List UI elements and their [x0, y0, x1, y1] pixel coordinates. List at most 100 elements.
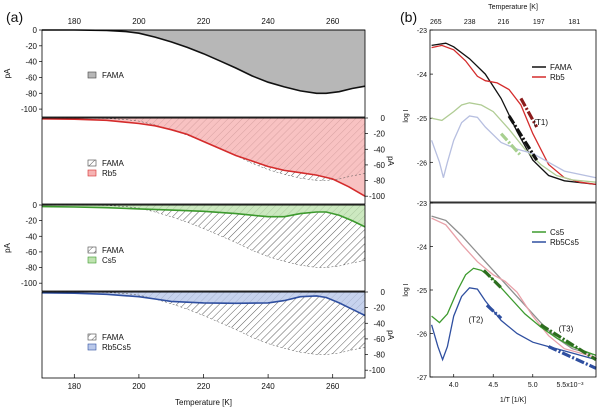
y-tick-label: -24	[417, 245, 427, 252]
y-tick-label: 0	[33, 201, 38, 210]
legend-swatch-Rb5	[87, 169, 97, 177]
fit-line	[482, 269, 503, 289]
y-tick-label: -80	[373, 351, 385, 360]
y-tick-label: 0	[33, 26, 38, 35]
legend-label-FAMA: FAMA	[102, 333, 124, 342]
area-fill-FAMA	[42, 30, 365, 94]
bottom-x-tick-label: 240	[261, 382, 275, 391]
y-tick-label: -24	[417, 72, 427, 79]
legend-swatch-FAMA	[87, 333, 97, 341]
plot-frame	[41, 204, 366, 292]
area-fill-Rb5Cs5	[42, 292, 365, 316]
y-axis-title: log I	[403, 283, 410, 296]
legend-label-FAMA: FAMA	[550, 63, 572, 72]
series-line-Cs5	[41, 205, 366, 228]
y-tick-label: -20	[373, 304, 385, 313]
reference-outline	[42, 204, 366, 268]
y-tick-label: -40	[373, 319, 385, 328]
series-line-FAMA	[431, 42, 597, 186]
top-temperature-tick-label: 197	[533, 19, 545, 26]
fit-line	[485, 304, 503, 320]
series-line-Rb5	[431, 44, 597, 186]
legend-swatch-FAMA	[87, 159, 97, 167]
top-x-tick-label: 240	[261, 17, 275, 26]
reference-outline	[42, 291, 366, 355]
y-tick-label: -60	[25, 73, 37, 82]
y-tick-label: -100	[21, 279, 38, 288]
y-tick-label: 0	[381, 288, 386, 297]
top-temperature-tick-label: 265	[430, 19, 442, 26]
y-tick-label: -26	[417, 160, 427, 167]
y-tick-label: -60	[373, 161, 385, 170]
legend-label-FAMA: FAMA	[102, 159, 124, 168]
panel-b: Temperature [K] 265 238 216 197 181 -23 -24 -25 -…	[403, 4, 597, 404]
plot-frame	[429, 202, 597, 378]
top-temperature-tick-label: 238	[464, 19, 476, 26]
y-tick-label: -23	[417, 28, 427, 35]
y-tick-label: -40	[373, 145, 385, 154]
bottom-x-tick-label: 4.0	[449, 382, 459, 389]
y-axis-title: pA	[3, 242, 12, 252]
y-tick-label: -25	[417, 116, 427, 123]
plot-frame	[41, 117, 366, 205]
plot-frame	[429, 29, 597, 203]
y-tick-label: -60	[373, 335, 385, 344]
y-tick-label: -27	[417, 375, 427, 382]
x-axis-title: Temperature [K]	[175, 398, 232, 407]
reference-hatch-area	[42, 205, 365, 268]
y-tick-label: -20	[25, 42, 37, 51]
legend-label-Rb5: Rb5	[102, 169, 117, 178]
legend-label-FAMA: FAMA	[102, 246, 124, 255]
y-tick-label: -25	[417, 288, 427, 295]
top-x-tick-label: 220	[197, 17, 211, 26]
legend-label-Cs5: Cs5	[550, 228, 565, 237]
y-tick-label: -26	[417, 332, 427, 339]
legend-label-Rb5Cs5: Rb5Cs5	[102, 343, 131, 352]
y-axis-title: pA	[386, 330, 395, 340]
annotation-label: (T2)	[469, 316, 484, 325]
y-tick-label: -80	[25, 264, 37, 273]
y-tick-label: -40	[25, 232, 37, 241]
top-temperature-tick-label: 181	[568, 19, 580, 26]
legend-swatch-Cs5	[87, 256, 97, 264]
series-line-Rb5	[41, 118, 366, 197]
series-line-Rb5Cs5	[430, 115, 597, 179]
bottom-x-tick-label: 220	[197, 382, 211, 391]
bottom-x-tick-label: 4.5	[488, 382, 498, 389]
top-temperature-tick-label: 216	[498, 19, 510, 26]
bottom-x-tick-label: 5.0	[528, 382, 538, 389]
fit-line	[539, 323, 597, 361]
legend-swatch-FAMA	[87, 71, 97, 79]
y-tick-label: -100	[369, 366, 386, 375]
series-line-Rb5Cs5	[430, 287, 597, 362]
y-tick-label: -23	[417, 201, 427, 208]
legend-label-Rb5Cs5: Rb5Cs5	[550, 238, 579, 247]
x-scale-label: 5.5x10⁻³	[556, 382, 584, 389]
y-tick-label: -80	[373, 177, 385, 186]
top-x-tick-label: 260	[326, 17, 340, 26]
plot-frame	[41, 29, 366, 118]
y-tick-label: -20	[25, 217, 37, 226]
fit-line	[547, 345, 597, 370]
top-axis-title: Temperature [K]	[488, 4, 538, 11]
fit-line	[499, 132, 523, 157]
series-line-Rb5Cs5	[41, 292, 366, 317]
y-tick-label: -60	[25, 248, 37, 257]
bottom-x-tick-label: 260	[326, 382, 340, 391]
fit-line	[519, 97, 539, 128]
series-line-Rb5	[431, 217, 597, 359]
y-tick-label: -20	[373, 130, 385, 139]
y-tick-label: -100	[21, 105, 38, 114]
fit-line	[507, 115, 539, 161]
y-tick-label: -100	[369, 192, 386, 201]
bottom-x-tick-label: 200	[132, 382, 146, 391]
panel-label-b: (b)	[400, 9, 417, 25]
annotation-label: (T1)	[533, 118, 548, 127]
panel-a: 180 200 220 240 260 0 -20 -40 -60 -80 -100 pA FAMA 0 -…	[3, 17, 395, 407]
subplot-fama: 0 -20 -40 -60 -80 -100 pA FAMA	[3, 26, 366, 118]
